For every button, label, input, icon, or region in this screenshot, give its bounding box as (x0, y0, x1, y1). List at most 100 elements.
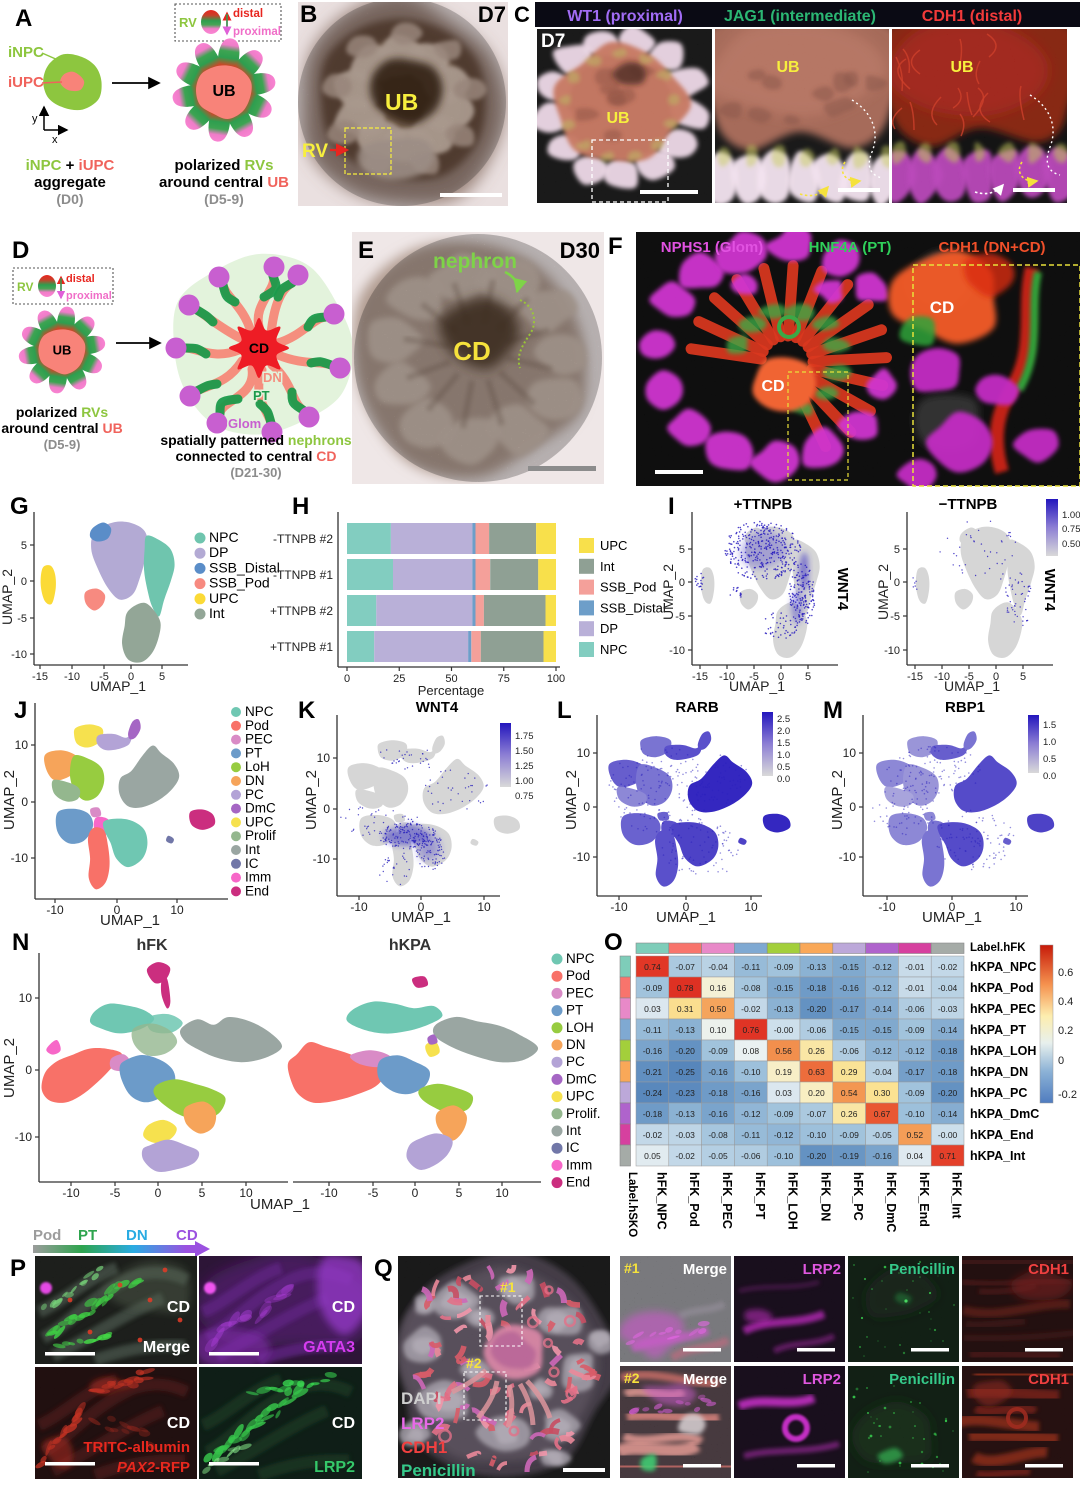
svg-text:-0.10: -0.10 (905, 1109, 925, 1119)
svg-text:hKPA_Int: hKPA_Int (970, 1149, 1026, 1163)
svg-text:-10: -10 (62, 1186, 80, 1200)
svg-text:-0.12: -0.12 (872, 962, 892, 972)
svg-text:0: 0 (993, 671, 999, 683)
svg-text:#1: #1 (624, 1260, 640, 1276)
svg-text:Percentage: Percentage (418, 683, 485, 698)
svg-text:0.20: 0.20 (808, 1088, 825, 1098)
svg-text:K: K (298, 697, 316, 724)
svg-text:-0.09: -0.09 (905, 1025, 925, 1035)
svg-text:UMAP_2: UMAP_2 (829, 770, 846, 830)
svg-text:LOH: LOH (566, 1020, 594, 1035)
svg-text:hKPA_Pod: hKPA_Pod (970, 981, 1034, 995)
svg-text:-0.11: -0.11 (741, 962, 760, 972)
svg-text:0.04: 0.04 (907, 1151, 924, 1161)
svg-text:JAG1 (intermediate): JAG1 (intermediate) (724, 8, 876, 25)
svg-text:A: A (15, 5, 32, 32)
svg-text:(D21-30): (D21-30) (230, 465, 281, 480)
svg-text:5: 5 (894, 544, 900, 556)
svg-text:0: 0 (25, 1063, 32, 1077)
svg-text:5: 5 (679, 544, 685, 556)
svg-text:-0.13: -0.13 (774, 1004, 794, 1014)
svg-text:-0.05: -0.05 (872, 1130, 892, 1140)
svg-text:-0.08: -0.08 (708, 1130, 728, 1140)
svg-text:UMAP_1: UMAP_1 (944, 678, 1000, 694)
svg-text:-10: -10 (46, 903, 64, 917)
svg-text:F: F (608, 233, 623, 260)
svg-text:75: 75 (498, 673, 510, 685)
svg-text:5: 5 (199, 1186, 206, 1200)
svg-text:-0.00: -0.00 (774, 1025, 794, 1035)
svg-text:DmC: DmC (566, 1071, 597, 1086)
svg-text:IC: IC (245, 856, 259, 871)
svg-text:100: 100 (547, 673, 565, 685)
svg-text:10: 10 (477, 900, 491, 914)
svg-text:0.31: 0.31 (677, 1004, 694, 1014)
svg-text:Int: Int (245, 842, 260, 857)
svg-text:hKPA_PEC: hKPA_PEC (970, 1002, 1036, 1016)
svg-text:-0.16: -0.16 (708, 1067, 728, 1077)
svg-text:hKPA_DN: hKPA_DN (970, 1065, 1028, 1079)
svg-text:-0.18: -0.18 (938, 1046, 958, 1056)
svg-text:CD: CD (249, 340, 269, 356)
svg-text:-10: -10 (669, 645, 685, 657)
svg-text:PT: PT (566, 1003, 583, 1018)
svg-text:(D5-9): (D5-9) (204, 191, 244, 207)
svg-text:WNT4: WNT4 (834, 568, 851, 611)
svg-text:-0.01: -0.01 (905, 983, 925, 993)
svg-text:D7: D7 (541, 31, 565, 52)
svg-text:nephron: nephron (433, 250, 517, 273)
svg-text:CD: CD (176, 1227, 198, 1244)
svg-text:C: C (514, 2, 530, 27)
svg-text:GATA3: GATA3 (303, 1339, 355, 1356)
svg-text:1.00: 1.00 (515, 776, 534, 787)
svg-text:0: 0 (778, 671, 784, 683)
svg-text:5: 5 (456, 1186, 463, 1200)
svg-text:-5: -5 (17, 613, 27, 625)
svg-text:-0.03: -0.03 (938, 1004, 958, 1014)
svg-text:-0.18: -0.18 (938, 1067, 958, 1077)
svg-text:M: M (823, 697, 843, 724)
svg-text:-5: -5 (110, 1186, 121, 1200)
svg-text:0.19: 0.19 (775, 1067, 792, 1077)
svg-text:10: 10 (19, 991, 33, 1005)
svg-text:UMAP_1: UMAP_1 (391, 909, 451, 926)
svg-text:SSB_Distal: SSB_Distal (209, 559, 280, 575)
svg-text:B: B (300, 1, 317, 28)
svg-text:-0.13: -0.13 (676, 1025, 696, 1035)
svg-text:(D5-9): (D5-9) (44, 437, 81, 452)
svg-text:0: 0 (949, 900, 956, 914)
svg-text:y: y (32, 113, 38, 125)
svg-text:#2: #2 (624, 1370, 640, 1386)
svg-text:NPC: NPC (600, 642, 627, 657)
svg-text:-0.15: -0.15 (840, 962, 860, 972)
svg-text:hKPA: hKPA (389, 937, 432, 954)
svg-text:HNF4A (PT): HNF4A (PT) (809, 239, 892, 256)
svg-text:-0.14: -0.14 (938, 1025, 958, 1035)
svg-text:UB: UB (53, 343, 72, 358)
svg-text:hFK: hFK (136, 937, 168, 954)
svg-text:+TTNPB: +TTNPB (734, 496, 793, 513)
svg-text:-10: -10 (64, 671, 80, 683)
svg-text:DN: DN (263, 370, 282, 385)
svg-text:G: G (10, 493, 29, 520)
svg-text:10: 10 (15, 738, 29, 752)
svg-text:LRP2: LRP2 (401, 1414, 444, 1433)
svg-text:-10: -10 (884, 645, 900, 657)
svg-text:0.29: 0.29 (841, 1067, 858, 1077)
svg-text:0.52: 0.52 (907, 1130, 924, 1140)
svg-text:-10: -10 (350, 900, 368, 914)
svg-text:Int: Int (600, 559, 615, 574)
svg-text:−TTNPB: −TTNPB (939, 496, 998, 513)
svg-text:polarized RVs: polarized RVs (16, 404, 109, 420)
svg-text:CD: CD (930, 298, 955, 317)
svg-text:0.08: 0.08 (743, 1046, 760, 1056)
svg-text:0: 0 (344, 673, 350, 685)
svg-text:Prolif: Prolif (245, 828, 276, 843)
svg-text:DmC: DmC (245, 801, 276, 816)
svg-text:1.5: 1.5 (1043, 720, 1056, 731)
svg-text:0.4: 0.4 (1058, 996, 1073, 1008)
svg-text:around central UB: around central UB (159, 174, 289, 191)
svg-text:CDH1 (distal): CDH1 (distal) (922, 8, 1022, 25)
svg-text:UPC: UPC (566, 1089, 595, 1104)
svg-text:1.0: 1.0 (777, 750, 790, 761)
